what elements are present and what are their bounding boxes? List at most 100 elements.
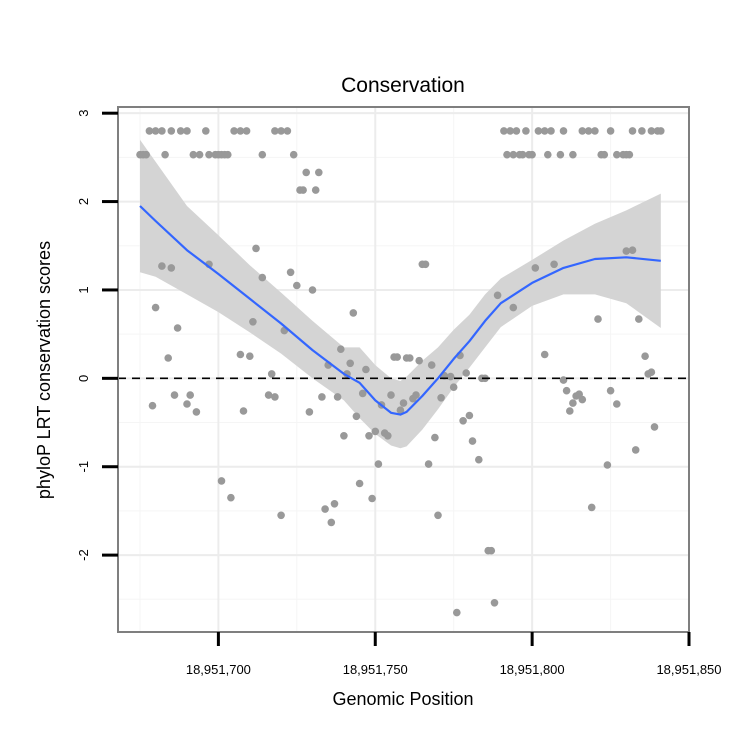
data-point [145, 127, 154, 135]
data-point [258, 273, 267, 282]
data-point [587, 503, 596, 512]
data-point [365, 432, 373, 440]
data-point [534, 127, 543, 135]
data-point [355, 479, 364, 488]
data-point [459, 417, 467, 425]
data-point [158, 262, 166, 270]
data-point [183, 400, 191, 408]
data-point [333, 393, 342, 401]
data-point [374, 460, 383, 468]
data-point [271, 393, 279, 401]
data-point [252, 244, 260, 253]
x-tick-label: 18,951,750 [343, 662, 408, 677]
data-point [421, 260, 430, 269]
data-point [424, 460, 433, 468]
data-point [625, 150, 634, 159]
x-tick-label: 18,951,800 [500, 662, 565, 677]
data-point [158, 127, 166, 135]
y-tick-label: 1 [76, 286, 91, 293]
data-point [142, 150, 150, 159]
panel-border [117, 106, 690, 633]
data-point [277, 127, 285, 135]
data-point [594, 315, 602, 323]
data-point [613, 150, 621, 159]
data-point [271, 127, 279, 135]
data-point [631, 446, 640, 454]
data-point [603, 461, 612, 469]
data-point [371, 427, 380, 436]
y-axis-label: phyloP LRT conservation scores [34, 241, 54, 499]
data-point [315, 168, 323, 177]
axis-layer: 18,951,700 18,951,750 18,951,800 18,951,850… [76, 110, 722, 677]
y-tick-label: 3 [76, 110, 91, 117]
data-point [462, 369, 471, 377]
data-point [628, 127, 637, 135]
data-point [195, 150, 204, 159]
data-point [449, 383, 458, 392]
data-point [330, 500, 339, 508]
data-point [512, 127, 521, 135]
data-point [249, 318, 257, 326]
data-point [509, 303, 518, 312]
data-point [600, 150, 609, 159]
data-point [453, 608, 461, 617]
data-point [406, 354, 414, 362]
data-point [412, 391, 420, 399]
data-point [559, 127, 568, 135]
data-point [368, 494, 376, 503]
data-point [327, 518, 336, 527]
data-point [224, 150, 232, 159]
data-point [547, 127, 555, 135]
data-point [161, 150, 169, 159]
x-tick-label: 18,951,700 [186, 662, 251, 677]
data-point [584, 127, 593, 135]
data-point [528, 150, 536, 159]
data-point [487, 546, 496, 555]
data-point [239, 407, 248, 415]
data-point [446, 372, 455, 381]
data-point [566, 407, 574, 415]
data-point [657, 127, 665, 135]
data-point [569, 399, 577, 407]
smooth-line-layer [139, 205, 661, 416]
data-point [387, 391, 395, 399]
data-point [286, 268, 295, 277]
data-point [518, 150, 527, 159]
data-point [468, 437, 477, 445]
data-point [431, 433, 439, 442]
data-point [622, 247, 631, 255]
data-point [522, 127, 530, 135]
data-point [562, 386, 571, 395]
data-point [559, 376, 568, 384]
data-point [556, 150, 565, 159]
y-tick-label: -1 [76, 461, 91, 473]
data-point [352, 412, 361, 421]
data-point [393, 353, 402, 361]
data-point [349, 309, 358, 317]
data-point [465, 411, 474, 420]
data-point [544, 150, 552, 159]
data-point [321, 505, 329, 513]
data-point [509, 150, 518, 159]
data-point [299, 186, 307, 194]
data-point [475, 455, 483, 464]
data-point [578, 395, 587, 404]
data-point [606, 127, 615, 135]
data-point [437, 394, 445, 402]
data-point [264, 391, 273, 399]
data-point [183, 127, 191, 135]
data-point [490, 599, 499, 607]
data-point [613, 400, 621, 408]
data-point [503, 150, 511, 159]
data-point [151, 303, 160, 312]
data-point [647, 368, 656, 377]
data-point [173, 324, 182, 332]
data-point [569, 150, 577, 159]
data-point [246, 352, 254, 361]
data-point [230, 127, 238, 135]
data-point [148, 401, 157, 410]
data-point [362, 365, 370, 374]
data-point [641, 352, 649, 361]
